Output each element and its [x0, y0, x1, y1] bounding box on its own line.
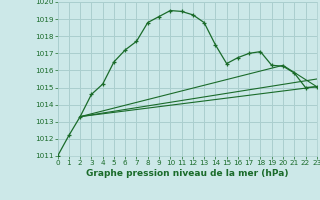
- X-axis label: Graphe pression niveau de la mer (hPa): Graphe pression niveau de la mer (hPa): [86, 169, 288, 178]
